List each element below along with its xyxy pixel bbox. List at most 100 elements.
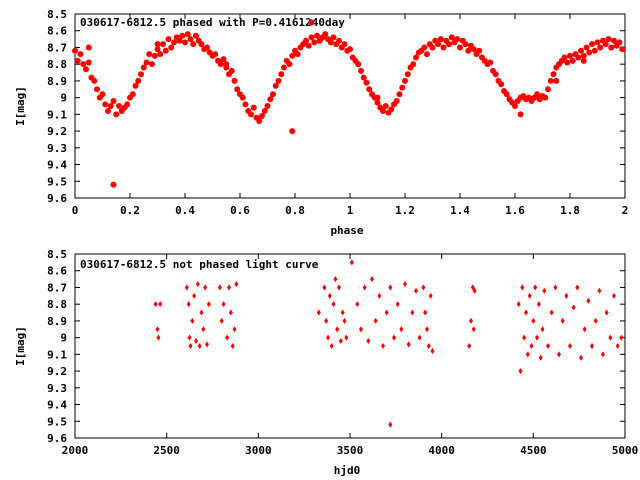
data-point: [336, 37, 342, 44]
data-point: [457, 44, 463, 51]
data-point: [430, 348, 435, 355]
data-point: [582, 326, 587, 333]
data-point: [529, 343, 534, 349]
data-point: [533, 284, 538, 291]
data-point: [406, 341, 411, 348]
data-point: [516, 301, 521, 308]
data-point: [355, 61, 362, 68]
data-point: [155, 326, 160, 333]
data-point: [149, 61, 155, 68]
points-phased: [72, 19, 626, 188]
data-point: [580, 57, 587, 64]
x-tick-label: 0.2: [120, 204, 140, 217]
data-point: [374, 94, 381, 101]
y-tick-label: 9.5: [47, 415, 67, 428]
data-point: [221, 301, 226, 308]
x-tick-label: 4000: [428, 444, 455, 457]
y-tick-label: 9.2: [47, 365, 67, 378]
x-tick-label: 3500: [337, 444, 364, 457]
data-point: [382, 103, 389, 109]
y-tick-label: 8.8: [47, 58, 67, 71]
data-point: [217, 284, 222, 291]
data-point: [399, 84, 406, 91]
data-point: [289, 128, 296, 135]
data-point: [429, 44, 436, 51]
data-point: [564, 292, 569, 299]
data-point: [162, 47, 169, 54]
data-point: [187, 36, 194, 43]
x-tick-label: 1.2: [395, 204, 415, 217]
data-point: [597, 44, 604, 51]
data-point: [184, 284, 189, 291]
data-point: [85, 59, 92, 66]
data-point: [256, 118, 263, 125]
data-point: [619, 46, 626, 53]
data-point: [525, 351, 530, 358]
data-point: [337, 284, 341, 291]
x-axis-label-phased: phase: [330, 224, 363, 237]
data-point: [330, 34, 337, 41]
data-point: [440, 44, 447, 51]
data-point: [179, 32, 186, 39]
data-point: [138, 71, 144, 78]
data-point: [338, 337, 343, 344]
y-tick-label: 9: [60, 332, 67, 345]
data-point: [512, 103, 518, 109]
data-point: [212, 51, 219, 58]
data-point: [322, 31, 329, 38]
data-point: [194, 337, 198, 344]
plot-frame-unphased: [74, 253, 626, 439]
data-point: [549, 309, 554, 316]
data-point: [333, 276, 338, 283]
data-point: [589, 41, 595, 48]
chart-title-unphased: 030617-6812.5 not phased light curve: [80, 258, 319, 271]
data-point: [550, 71, 557, 78]
data-point: [72, 47, 78, 54]
y-tick-label: 9.1: [47, 348, 67, 361]
data-point: [198, 41, 205, 48]
data-point: [561, 54, 568, 61]
data-point: [557, 351, 561, 358]
data-point: [190, 41, 197, 48]
data-point: [424, 51, 430, 58]
data-point: [199, 309, 204, 316]
data-point: [414, 287, 418, 294]
data-point: [608, 334, 613, 341]
x-tick-label: 0: [72, 204, 79, 217]
data-point: [190, 317, 195, 324]
data-point: [124, 101, 131, 108]
data-point: [129, 91, 136, 98]
data-point: [366, 337, 371, 344]
data-point: [381, 343, 385, 349]
data-point: [545, 86, 551, 93]
y-tick-label: 9.5: [47, 175, 67, 188]
data-point: [467, 343, 472, 349]
data-point: [231, 77, 238, 84]
y-tick-label: 9.6: [47, 432, 67, 445]
data-point: [153, 301, 158, 308]
data-point: [423, 309, 428, 316]
data-point: [102, 101, 109, 108]
data-point: [388, 421, 393, 428]
data-point: [527, 292, 532, 299]
data-point: [193, 32, 199, 39]
data-point: [305, 42, 312, 49]
data-point: [553, 77, 560, 84]
data-point: [281, 64, 287, 71]
data-point: [446, 41, 452, 48]
data-point: [203, 284, 208, 291]
data-point: [410, 309, 415, 316]
data-point: [201, 326, 206, 333]
x-tick-label: 2: [622, 204, 629, 217]
data-point: [612, 292, 616, 299]
data-point: [531, 317, 536, 324]
data-point: [366, 86, 373, 93]
data-point: [195, 281, 200, 288]
data-point: [176, 37, 183, 44]
data-point: [270, 91, 276, 98]
x-tick-label: 0.8: [285, 204, 305, 217]
data-point: [388, 106, 395, 113]
data-point: [192, 292, 197, 299]
data-point: [239, 94, 246, 101]
